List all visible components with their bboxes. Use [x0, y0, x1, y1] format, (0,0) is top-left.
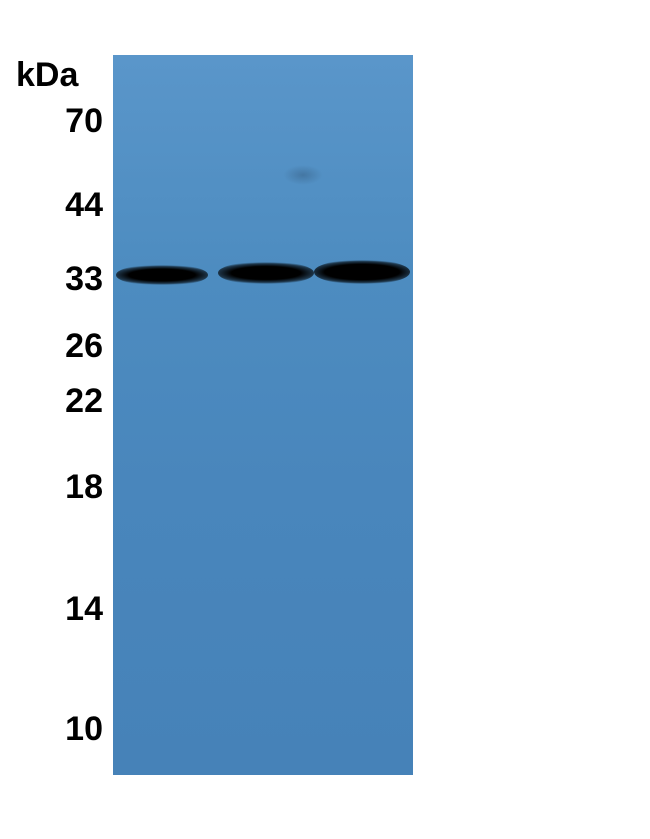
axis-tick-10: 10 — [45, 710, 103, 749]
protein-band-lane-3 — [314, 260, 410, 284]
axis-tick-18: 18 — [45, 468, 103, 507]
axis-tick-22: 22 — [45, 382, 103, 421]
protein-band-lane-2 — [218, 262, 314, 284]
axis-tick-44: 44 — [45, 186, 103, 225]
axis-tick-70: 70 — [45, 102, 103, 141]
axis-unit-label: kDa — [16, 56, 78, 95]
faint-smudge — [283, 165, 323, 185]
axis-tick-14: 14 — [45, 590, 103, 629]
blot-membrane — [113, 55, 413, 775]
axis-tick-33: 33 — [45, 260, 103, 299]
western-blot-figure: kDa 70 44 33 26 22 18 14 10 — [0, 0, 650, 839]
axis-tick-26: 26 — [45, 327, 103, 366]
protein-band-lane-1 — [116, 265, 208, 285]
